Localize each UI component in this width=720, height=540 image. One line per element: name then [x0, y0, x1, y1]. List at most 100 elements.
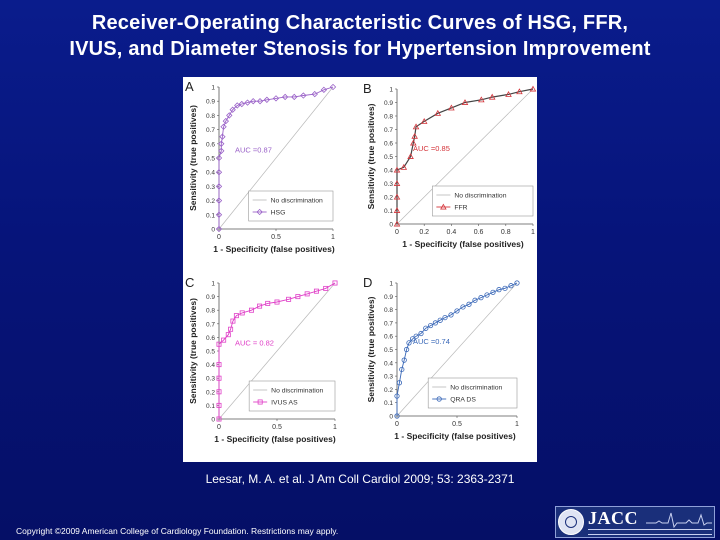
x-tick-label: 0.5 — [452, 421, 462, 428]
auc-label: AUC =0.74 — [413, 337, 450, 346]
legend-box — [248, 190, 334, 222]
data-point — [221, 337, 227, 343]
data-point — [329, 83, 337, 91]
jacc-logo-text: JACC — [588, 508, 638, 528]
data-point — [219, 133, 226, 140]
legend-box — [432, 185, 534, 217]
data-point — [323, 285, 329, 291]
data-point — [311, 90, 318, 98]
data-point — [238, 100, 245, 108]
x-tick-label: 0.8 — [501, 229, 511, 236]
x-axis-title: 1 - Specificity (false positives) — [402, 239, 524, 249]
data-point — [220, 123, 227, 130]
data-point — [215, 183, 223, 190]
data-point — [222, 117, 230, 125]
panel-letter: A — [185, 79, 194, 94]
data-point — [215, 169, 223, 176]
data-point — [496, 287, 502, 293]
panel-letter: B — [363, 81, 372, 96]
data-point — [490, 289, 496, 295]
data-point — [437, 317, 443, 323]
data-point — [393, 220, 401, 227]
data-point — [229, 106, 236, 113]
y-tick-label: 0.6 — [384, 141, 393, 148]
legend-marker — [436, 396, 442, 402]
legend-label-series: QRA DS — [450, 397, 476, 404]
no-discrimination-line — [218, 282, 336, 420]
y-tick-label: 0.9 — [206, 294, 215, 301]
data-point — [300, 92, 307, 99]
data-point — [478, 96, 485, 103]
data-point — [257, 303, 263, 309]
y-tick-label: 0.5 — [206, 156, 215, 163]
data-point — [400, 163, 408, 170]
y-tick-label: 0.5 — [384, 347, 393, 354]
legend-box — [427, 377, 518, 409]
auc-label: AUC = 0.82 — [235, 339, 274, 348]
y-tick-label: 0.3 — [384, 374, 393, 381]
auc-label: AUC =0.87 — [235, 145, 272, 154]
data-point — [399, 366, 405, 373]
y-axis-title: Sensitivity (true positives) — [366, 296, 376, 402]
y-tick-label: 0.4 — [384, 360, 393, 367]
data-point — [320, 86, 328, 94]
data-point — [484, 292, 490, 298]
data-point — [215, 197, 223, 204]
y-tick-label: 0.1 — [384, 400, 393, 407]
data-point — [412, 123, 420, 130]
y-tick-label: 0.4 — [206, 170, 215, 177]
y-tick-label: 0.6 — [206, 141, 215, 148]
y-tick-label: 0 — [211, 417, 215, 424]
data-point — [407, 153, 414, 159]
x-tick-label: 1 — [515, 421, 519, 428]
y-tick-label: 0.1 — [206, 403, 215, 410]
data-point — [263, 96, 271, 103]
legend-marker — [257, 399, 263, 405]
data-point — [216, 362, 222, 368]
data-point — [272, 95, 280, 102]
y-tick-label: 0.9 — [384, 100, 393, 107]
data-point — [274, 299, 280, 305]
slide-title-line2: IVUS, and Diameter Stenosis for Hyperten… — [69, 38, 651, 60]
data-point — [218, 147, 225, 155]
data-point — [448, 104, 455, 111]
data-point — [250, 98, 257, 105]
data-point — [502, 285, 508, 291]
y-tick-label: 0.3 — [384, 181, 393, 188]
x-tick-label: 0 — [395, 421, 399, 428]
data-point — [432, 320, 439, 326]
auc-label: AUC =0.85 — [413, 144, 450, 153]
data-point — [448, 312, 454, 318]
slide-title: Receiver-Operating Characteristic Curves… — [0, 10, 720, 62]
y-tick-label: 0.4 — [206, 362, 215, 369]
data-point — [393, 180, 401, 186]
y-tick-label: 0.2 — [206, 198, 215, 205]
no-discrimination-line — [218, 86, 334, 230]
citation: Leesar, M. A. et al. J Am Coll Cardiol 2… — [205, 472, 515, 486]
roc-curve-ffr — [396, 88, 534, 224]
data-point — [413, 333, 419, 339]
x-axis-title: 1 - Specificity (false positives) — [214, 434, 336, 444]
data-point — [423, 325, 429, 331]
data-point — [218, 140, 225, 147]
x-tick-label: 0.6 — [474, 229, 484, 236]
x-tick-label: 1 — [531, 229, 535, 236]
panel-letter: C — [185, 275, 194, 290]
legend-box — [248, 380, 336, 412]
x-tick-label: 0 — [395, 229, 399, 236]
no-discrimination-line — [396, 282, 518, 417]
data-point — [393, 193, 401, 200]
roc-panel-c: C 0 0.1 0.2 0.3 0.4 0.5 0.6 0.7 0.8 0.9 1 0 0.5 1 1 - S… — [185, 275, 338, 444]
copyright-notice: Copyright ©2009 American College of Card… — [16, 526, 339, 536]
y-tick-label: 1 — [211, 281, 215, 288]
jacc-logo: JACC — [555, 506, 715, 538]
y-tick-label: 1 — [389, 87, 393, 94]
data-point — [461, 99, 469, 105]
y-tick-label: 0.5 — [206, 349, 215, 356]
slide-title-line1: Receiver-Operating Characteristic Curves… — [91, 12, 629, 34]
data-point — [230, 318, 236, 324]
roc-panel-a: A 0 0.1 0.2 0.3 0.4 0.5 0.6 0.7 0.8 0.9 1 0 0.5 1 1 - S… — [185, 79, 337, 254]
legend-marker — [440, 203, 447, 210]
y-tick-label: 0.4 — [384, 168, 393, 175]
data-point — [393, 166, 401, 173]
